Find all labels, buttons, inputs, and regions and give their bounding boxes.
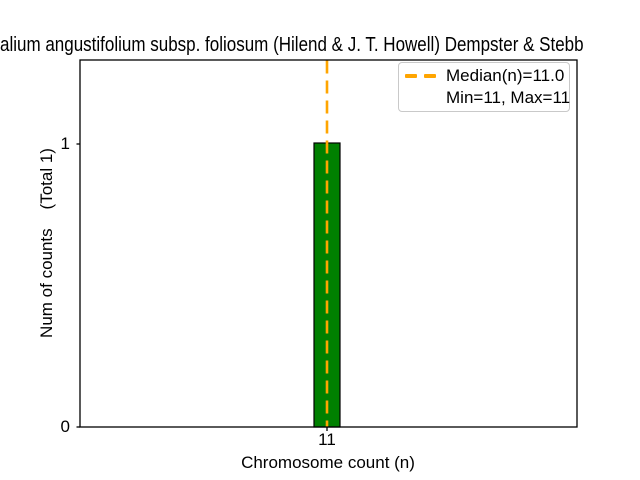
chart-title: alium angustifolium subsp. foliosum (Hil… [0, 34, 584, 56]
legend-median-label: Median(n)=11.0 [446, 66, 565, 85]
legend-entry-minmax: Min=11, Max=11 [405, 87, 570, 109]
legend-box: Median(n)=11.0 Min=11, Max=11 [398, 62, 570, 112]
y-axis-tick-label-0: 0 [60, 417, 70, 436]
axes-frame [79, 59, 578, 428]
median-dash-icon [405, 74, 436, 78]
legend-entry-median: Median(n)=11.0 [405, 65, 565, 87]
legend-minmax-label: Min=11, Max=11 [446, 88, 571, 107]
x-axis-label: Chromosome count (n) [241, 453, 415, 472]
y-axis-tick-label-1: 1 [60, 134, 70, 153]
y-axis-label: Num of counts (Total 1) [37, 148, 56, 338]
x-axis-tick-label-11: 11 [318, 430, 336, 449]
